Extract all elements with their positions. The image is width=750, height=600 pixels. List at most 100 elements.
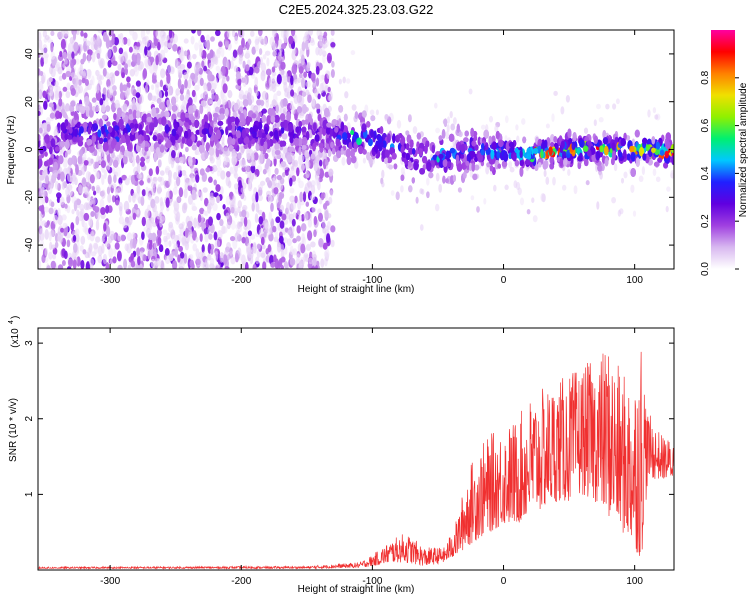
spectrogram-cell [41,194,45,206]
spectrogram-cell [188,231,193,238]
spectrogram-cell [234,252,239,263]
spectrogram-cell [38,260,42,269]
spectrogram-cell [191,202,196,212]
spectrogram-cell [136,173,142,179]
spectrogram-cell [102,87,107,95]
spectrogram-cell [80,208,85,218]
spectrogram-cell [192,53,197,60]
spectrogram-cell [285,263,289,269]
spectrogram-cell [311,206,317,213]
spectrogram-cell [86,68,92,77]
spectrogram-cell [654,114,659,120]
spectrogram-cell [330,225,336,233]
spectrogram-cell [196,189,201,197]
spectrogram-cell [241,209,247,218]
spectrogram-cell [145,79,150,86]
spectrogram-cell [93,243,99,254]
spectrogram-cell [118,54,124,64]
spectrogram-cell [135,46,141,53]
spectrogram-cell [63,227,68,237]
spectrogram-cell [194,42,199,51]
spectrogram-cell [62,86,68,92]
spectrogram-cell [97,30,103,34]
spectrogram-cell [210,36,215,42]
spectrogram-cell [450,123,455,131]
spectrogram-cell [326,221,331,231]
spectrogram-cell [326,213,332,219]
spectrogram-cell [273,187,279,195]
spectrogram-cell [60,227,65,233]
spectrogram-cell [184,227,189,239]
spectrogram-cell [117,264,123,269]
spectrogram-cell [515,181,521,191]
spectrogram-cell [225,170,231,178]
spectrogram-cell [262,168,267,175]
spectrogram-cell [289,177,293,187]
spectrogram-cell [276,90,282,97]
spectrogram-cell [239,145,245,156]
spectrogram-cell [132,239,137,249]
spectrogram-cell [48,66,54,75]
spectrogram-cell [97,254,103,264]
spectrogram-cell [318,238,324,248]
spectrogram-cell [329,189,334,197]
spectrogram-cell [203,133,207,143]
spectrogram-cell [280,264,284,269]
spectrogram-cell [95,84,100,94]
spectrogram-cell [327,148,332,157]
spectrogram-cell [97,79,103,86]
spectrogram-cell [278,194,282,205]
spectrogram-cell [230,256,236,265]
spectrogram-cell [250,164,256,174]
spectrogram-cell [119,82,124,93]
spectrogram-cell [100,237,105,243]
spectrogram-cell [81,67,87,77]
spectrogram-cell [312,264,318,269]
spectrogram-cell [108,247,114,259]
spectrogram-cell [652,168,657,177]
spectrogram-cell [122,84,128,92]
spectrogram-cell [225,212,230,220]
spectrogram-cell [271,30,277,38]
spectrogram-cell [206,39,211,51]
spectrogram-cell [291,175,297,182]
spectrogram-cell [197,30,202,37]
spectrogram-cell [549,133,555,143]
spectrogram-cell [156,89,162,101]
spectrogram-cell [202,210,207,216]
spectrogram-cell [206,53,212,61]
spectrogram-cell [142,68,148,80]
spectrogram-cell [109,72,115,79]
spectrogram-cell [504,135,508,141]
spectrogram-cell [157,183,162,195]
spectrogram-cell [99,97,104,106]
spectrogram-cell [426,177,430,186]
spectrogram-cell [54,241,59,249]
spectrogram-cell [107,92,113,99]
spectrogram-cell [156,125,161,134]
spectrogram-cell [131,231,136,239]
spectrogram-cell [58,154,64,165]
spectrogram-cell [480,124,486,130]
spectrogram-cell [182,99,187,107]
spectrogram-cell [72,31,77,41]
spectrogram-cell [114,242,120,250]
spectrogram-cell [213,93,219,102]
spectrogram-cell [362,157,366,164]
spectrogram-cell [73,41,79,52]
spectrogram-cell [247,230,252,237]
spectrogram-cell [61,181,66,190]
spectrogram-cell [386,156,393,164]
spectrogram-cell [285,30,290,38]
spectrogram-cell [560,106,565,115]
spectrogram-cell [277,38,283,48]
spectrogram-cell [284,246,288,255]
spectrogram-cell [300,223,307,232]
spectrogram-cell [100,207,106,215]
spectrogram-cell [282,237,289,244]
spectrogram-cell [66,239,71,248]
spectrogram-cell [237,77,242,86]
spectrogram-cell [112,60,118,66]
spectrogram-cell [127,59,132,68]
spectrogram-cell [256,103,261,113]
